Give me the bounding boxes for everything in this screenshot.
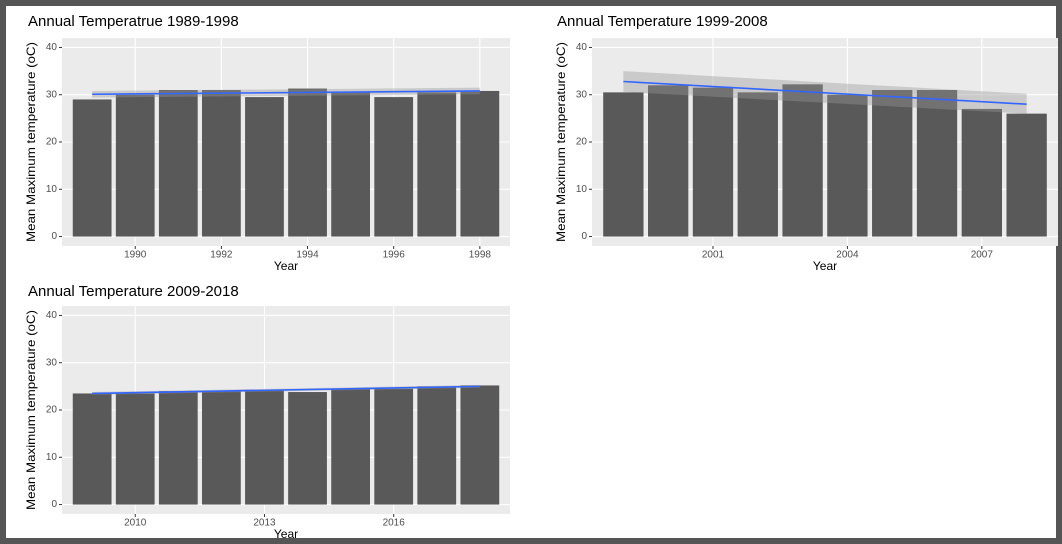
bar — [72, 393, 112, 505]
bar — [374, 388, 414, 505]
y-tick-label: 40 — [46, 310, 58, 321]
y-tick-label: 0 — [51, 499, 57, 510]
bar — [158, 391, 198, 505]
bar — [916, 90, 958, 237]
bar — [374, 97, 414, 237]
y-tick-label: 40 — [576, 42, 588, 53]
trend-line — [92, 385, 480, 395]
y-tick-label: 40 — [46, 42, 58, 53]
bar — [202, 90, 241, 237]
bar — [245, 390, 284, 505]
x-tick-label: 2016 — [383, 518, 406, 529]
bar — [417, 92, 457, 237]
bar — [417, 386, 457, 505]
x-axis-title: Year — [274, 259, 298, 273]
bar — [603, 92, 644, 237]
y-tick-label: 0 — [51, 231, 57, 242]
bar — [72, 99, 112, 237]
trend-line — [623, 80, 1027, 105]
x-tick-label: 1992 — [210, 250, 233, 261]
x-tick-label: 2013 — [253, 518, 276, 529]
y-tick-label: 10 — [46, 184, 58, 195]
chart-title: Annual Temperature 2009-2018 — [28, 283, 239, 300]
bar — [331, 388, 370, 505]
y-axis-title: Mean Maximum temperature (oC) — [24, 42, 38, 242]
y-tick-label: 10 — [46, 452, 58, 463]
x-tick-label: 2010 — [124, 518, 147, 529]
x-tick-label: 1996 — [383, 250, 406, 261]
x-axis-title: Year — [813, 259, 837, 273]
bar — [202, 391, 241, 505]
bar — [460, 385, 500, 505]
x-tick-label: 2001 — [702, 250, 725, 261]
bar — [331, 92, 370, 237]
y-tick-label: 20 — [46, 137, 58, 148]
x-tick-label: 1998 — [469, 250, 492, 261]
y-tick-label: 30 — [46, 357, 58, 368]
bar — [872, 90, 913, 237]
bar — [115, 94, 155, 237]
y-tick-label: 30 — [46, 89, 58, 100]
x-tick-label: 2004 — [836, 250, 859, 261]
bar — [158, 90, 198, 237]
bar — [648, 85, 689, 237]
bar — [288, 392, 327, 505]
y-tick-label: 10 — [576, 184, 588, 195]
y-tick-label: 0 — [581, 231, 587, 242]
x-axis-title: Year — [274, 527, 298, 541]
bar — [961, 108, 1002, 237]
x-tick-label: 2007 — [971, 250, 994, 261]
bar — [1006, 113, 1047, 237]
x-tick-label: 1994 — [296, 250, 319, 261]
x-tick-label: 1990 — [124, 250, 147, 261]
bar — [288, 88, 327, 237]
chart-title: Annual Temperatrue 1989-1998 — [28, 13, 239, 30]
y-tick-label: 20 — [46, 405, 58, 416]
bar — [827, 94, 868, 237]
y-axis-title: Mean Maximum temperature (oC) — [24, 310, 38, 510]
y-tick-label: 20 — [576, 137, 588, 148]
chart-title: Annual Temperature 1999-2008 — [557, 13, 768, 30]
bar — [737, 92, 778, 237]
y-axis-title: Mean Maximum temperature (oC) — [554, 42, 568, 242]
bar — [782, 84, 823, 237]
bar — [692, 87, 734, 237]
y-tick-label: 30 — [576, 89, 588, 100]
bar — [245, 97, 284, 237]
bar — [460, 90, 500, 237]
bar — [115, 393, 155, 505]
trend-line — [92, 90, 480, 96]
